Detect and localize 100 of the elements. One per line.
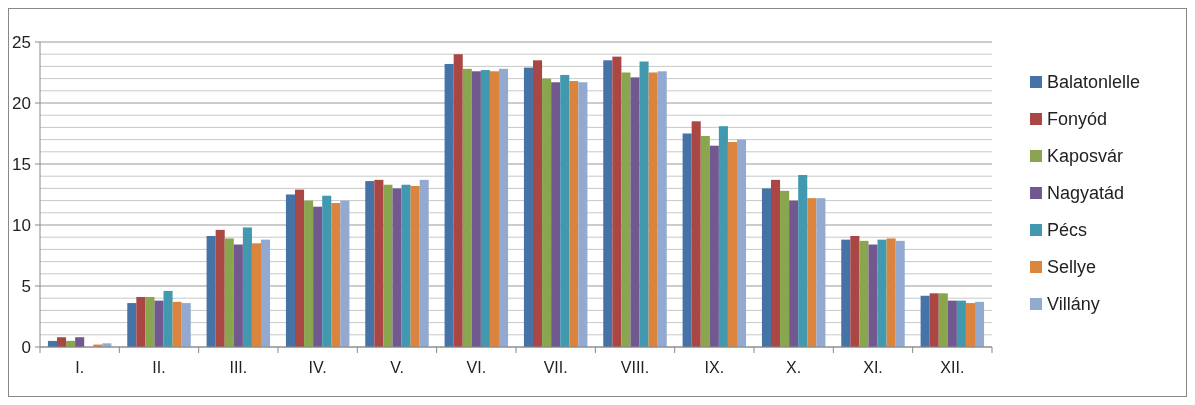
bar bbox=[136, 296, 146, 347]
bar bbox=[859, 240, 869, 347]
bar bbox=[727, 142, 737, 347]
bar bbox=[682, 133, 692, 347]
bar bbox=[771, 179, 781, 347]
bar bbox=[295, 189, 305, 347]
bar bbox=[285, 194, 295, 347]
bar bbox=[313, 206, 323, 347]
x-tick-label: IX. bbox=[704, 359, 725, 376]
bar bbox=[340, 200, 350, 347]
bar bbox=[700, 135, 710, 347]
bar bbox=[444, 63, 454, 347]
bar bbox=[956, 300, 966, 347]
legend-label: Sellye bbox=[1047, 257, 1097, 278]
bar bbox=[145, 296, 155, 347]
bar bbox=[471, 71, 481, 347]
bar bbox=[920, 295, 930, 347]
bar bbox=[648, 72, 658, 347]
bar bbox=[737, 139, 747, 347]
bar bbox=[419, 179, 429, 347]
x-tick-label: XII. bbox=[940, 359, 965, 376]
bar bbox=[462, 68, 472, 347]
bar bbox=[533, 60, 543, 347]
legend-label: Pécs bbox=[1047, 220, 1088, 241]
bar bbox=[807, 198, 817, 347]
bar bbox=[224, 238, 234, 347]
y-tick-label: 20 bbox=[12, 93, 31, 113]
bar bbox=[322, 195, 332, 347]
bar bbox=[206, 235, 216, 347]
x-tick-label: VII. bbox=[543, 359, 568, 376]
bar bbox=[392, 188, 402, 347]
bar bbox=[365, 181, 375, 347]
y-tick-label: 10 bbox=[12, 215, 31, 235]
bar bbox=[57, 337, 67, 347]
bar bbox=[331, 203, 341, 347]
bar bbox=[569, 81, 579, 347]
bar bbox=[965, 303, 975, 347]
bar bbox=[304, 200, 314, 347]
x-tick-label: IV. bbox=[308, 359, 327, 376]
bar bbox=[523, 67, 533, 347]
bar bbox=[630, 77, 640, 347]
bar bbox=[163, 290, 173, 347]
x-tick-label: II. bbox=[152, 359, 166, 376]
bar bbox=[841, 239, 851, 347]
bar bbox=[480, 70, 490, 347]
bar bbox=[542, 78, 552, 347]
bar bbox=[127, 303, 137, 347]
y-tick-label: 25 bbox=[12, 32, 31, 52]
bar bbox=[789, 200, 799, 347]
y-tick-label: 15 bbox=[12, 154, 31, 174]
x-tick-label: VIII. bbox=[620, 359, 650, 376]
legend-label: Villány bbox=[1047, 294, 1100, 315]
bar bbox=[410, 185, 420, 347]
bar bbox=[657, 71, 667, 347]
bar bbox=[489, 71, 499, 347]
bar bbox=[154, 300, 164, 347]
bar bbox=[242, 227, 252, 347]
bar bbox=[621, 72, 631, 347]
x-tick-label: XI. bbox=[863, 359, 883, 376]
y-tick-label: 0 bbox=[21, 337, 31, 357]
legend-label: Kaposvár bbox=[1047, 146, 1124, 167]
bar bbox=[780, 190, 790, 347]
bar bbox=[251, 243, 261, 347]
bar bbox=[383, 184, 393, 347]
bar bbox=[612, 56, 622, 347]
bar bbox=[499, 68, 509, 347]
legend-label: Balatonlelle bbox=[1047, 72, 1141, 93]
bar bbox=[181, 303, 191, 347]
bar bbox=[401, 184, 411, 347]
bar bbox=[560, 74, 570, 347]
bar bbox=[761, 188, 771, 347]
x-tick-label: III. bbox=[229, 359, 248, 376]
bar bbox=[172, 301, 182, 347]
x-tick-label: I. bbox=[75, 359, 85, 376]
y-tick-label: 5 bbox=[21, 276, 31, 296]
legend-label: Nagyatád bbox=[1047, 183, 1125, 204]
bar bbox=[868, 244, 878, 347]
legend-label: Fonyód bbox=[1047, 109, 1108, 130]
bar bbox=[639, 61, 649, 347]
bar bbox=[947, 300, 957, 347]
bar bbox=[709, 145, 719, 347]
bar bbox=[886, 238, 896, 347]
x-tick-label: VI. bbox=[466, 359, 487, 376]
bar bbox=[929, 293, 939, 347]
bar bbox=[877, 239, 887, 347]
bar bbox=[895, 240, 905, 347]
bar bbox=[850, 235, 860, 347]
bar bbox=[798, 174, 808, 347]
x-tick-label: X. bbox=[786, 359, 802, 376]
bar bbox=[975, 301, 985, 347]
bar bbox=[816, 198, 826, 347]
bar bbox=[374, 179, 384, 347]
bar bbox=[261, 239, 271, 347]
bar bbox=[215, 229, 225, 347]
bar bbox=[691, 121, 701, 347]
bar bbox=[233, 244, 243, 347]
bar bbox=[75, 337, 85, 347]
bar bbox=[718, 126, 728, 347]
x-tick-label: V. bbox=[390, 359, 404, 376]
bar bbox=[551, 82, 561, 347]
